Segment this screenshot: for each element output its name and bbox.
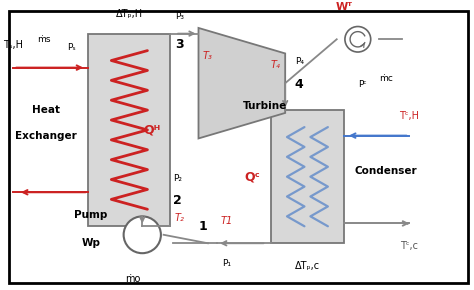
Text: Exchanger: Exchanger bbox=[15, 130, 77, 141]
Text: P₄: P₄ bbox=[295, 57, 304, 66]
Text: Heat: Heat bbox=[32, 105, 60, 115]
Circle shape bbox=[345, 26, 371, 52]
Bar bbox=[271, 110, 344, 243]
Text: Wp: Wp bbox=[81, 238, 100, 248]
Text: Pump: Pump bbox=[74, 210, 108, 220]
Text: ΔTₚ,c: ΔTₚ,c bbox=[295, 261, 320, 271]
Text: 2: 2 bbox=[173, 194, 182, 207]
Text: Qᶜ: Qᶜ bbox=[245, 170, 260, 183]
Text: Qᴴ: Qᴴ bbox=[143, 124, 160, 136]
Text: Pᶜ: Pᶜ bbox=[358, 80, 367, 89]
Bar bbox=[88, 34, 170, 226]
Text: P₁: P₁ bbox=[222, 259, 231, 268]
Text: ΔTₚ,H: ΔTₚ,H bbox=[116, 9, 143, 19]
Text: Wᵀ: Wᵀ bbox=[335, 2, 352, 12]
Text: P₂: P₂ bbox=[173, 174, 182, 183]
Text: 1: 1 bbox=[199, 220, 208, 233]
Text: 4: 4 bbox=[295, 78, 304, 91]
Text: 3: 3 bbox=[175, 39, 184, 51]
Text: ṁo: ṁo bbox=[125, 274, 141, 284]
Text: Pₛ: Pₛ bbox=[68, 43, 76, 52]
Text: Tₛ,H: Tₛ,H bbox=[3, 40, 23, 50]
Text: Tᶜ,H: Tᶜ,H bbox=[400, 111, 419, 121]
Text: T₄: T₄ bbox=[271, 60, 281, 70]
Circle shape bbox=[124, 216, 161, 253]
Text: Tᶜ,c: Tᶜ,c bbox=[401, 241, 419, 251]
Text: ṁc: ṁc bbox=[379, 75, 393, 84]
Text: T1: T1 bbox=[220, 215, 233, 226]
Text: T₂: T₂ bbox=[175, 213, 185, 223]
Text: T₃: T₃ bbox=[203, 51, 213, 61]
Text: ṁs: ṁs bbox=[37, 35, 51, 44]
Text: Condenser: Condenser bbox=[355, 166, 417, 176]
Text: P₃: P₃ bbox=[175, 12, 184, 21]
Text: Turbine: Turbine bbox=[243, 101, 287, 111]
Polygon shape bbox=[199, 28, 285, 138]
